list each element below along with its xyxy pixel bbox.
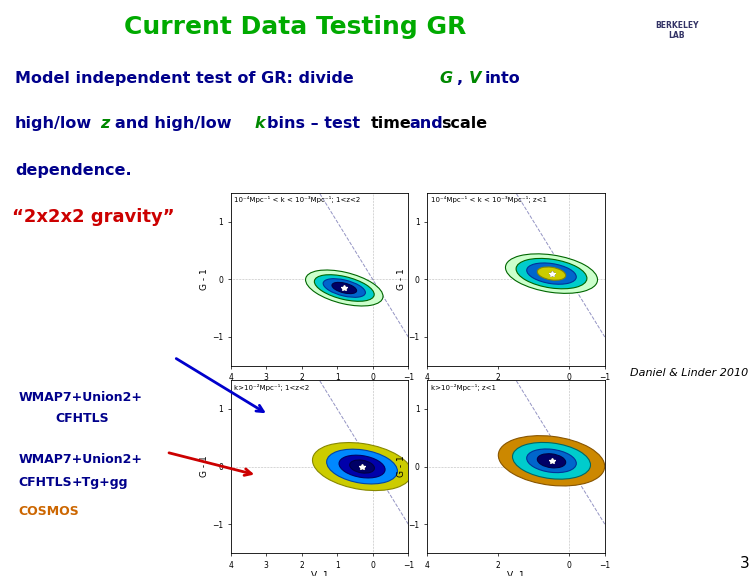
- Text: k: k: [254, 116, 265, 131]
- Ellipse shape: [323, 279, 365, 297]
- Text: +Tg+gg: +Tg+gg: [71, 476, 128, 488]
- Ellipse shape: [312, 442, 411, 491]
- Ellipse shape: [527, 449, 576, 473]
- Text: V: V: [469, 71, 482, 86]
- Text: WMAP7+Union2+: WMAP7+Union2+: [18, 453, 143, 466]
- X-axis label: V  1: V 1: [507, 384, 525, 393]
- Text: k>10⁻²Mpc⁻¹; z<1: k>10⁻²Mpc⁻¹; z<1: [431, 384, 496, 391]
- Text: dependence.: dependence.: [15, 162, 132, 177]
- Ellipse shape: [516, 259, 587, 289]
- Y-axis label: G - 1: G - 1: [397, 268, 406, 290]
- Text: 10⁻⁴Mpc⁻¹ < k < 10⁻³Mpc⁻¹; z<1: 10⁻⁴Mpc⁻¹ < k < 10⁻³Mpc⁻¹; z<1: [431, 196, 547, 203]
- Text: time: time: [370, 116, 411, 131]
- Y-axis label: G - 1: G - 1: [200, 456, 209, 478]
- Ellipse shape: [538, 267, 565, 280]
- Text: k>10⁻²Mpc⁻¹; 1<z<2: k>10⁻²Mpc⁻¹; 1<z<2: [234, 384, 309, 391]
- Text: G: G: [439, 71, 453, 86]
- Text: COSMOS: COSMOS: [18, 505, 79, 518]
- Text: Daniel & Linder 2010: Daniel & Linder 2010: [631, 368, 748, 378]
- Ellipse shape: [506, 254, 597, 293]
- Text: (a): (a): [312, 392, 327, 402]
- Ellipse shape: [327, 449, 398, 484]
- Ellipse shape: [527, 263, 576, 284]
- Y-axis label: G - 1: G - 1: [200, 268, 209, 290]
- Ellipse shape: [350, 460, 374, 473]
- Ellipse shape: [339, 455, 385, 478]
- Text: into: into: [485, 71, 520, 86]
- Text: WMAP7+Union2+: WMAP7+Union2+: [18, 391, 143, 404]
- Text: ,: ,: [456, 71, 462, 86]
- Ellipse shape: [513, 442, 590, 479]
- X-axis label: V  1: V 1: [311, 384, 328, 393]
- Text: 10⁻⁴Mpc⁻¹ < k < 10⁻³Mpc⁻¹; 1<z<2: 10⁻⁴Mpc⁻¹ < k < 10⁻³Mpc⁻¹; 1<z<2: [234, 196, 361, 203]
- Text: CFHTLS: CFHTLS: [18, 476, 72, 488]
- Text: Model independent test of GR: divide: Model independent test of GR: divide: [15, 71, 359, 86]
- Text: BERKELEY
LAB: BERKELEY LAB: [655, 21, 699, 40]
- Ellipse shape: [498, 435, 605, 486]
- Ellipse shape: [314, 275, 374, 301]
- Text: “2x2x2 gravity”: “2x2x2 gravity”: [12, 209, 175, 226]
- X-axis label: V  1: V 1: [507, 571, 525, 576]
- Ellipse shape: [305, 270, 383, 306]
- X-axis label: V  1: V 1: [311, 571, 328, 576]
- Text: Current Data Testing GR: Current Data Testing GR: [124, 15, 466, 39]
- Text: z: z: [101, 116, 110, 131]
- Text: 3: 3: [740, 555, 750, 571]
- Text: and high/low: and high/low: [115, 116, 231, 131]
- Text: CFHTLS: CFHTLS: [56, 412, 110, 425]
- Text: bins – test: bins – test: [268, 116, 361, 131]
- Ellipse shape: [332, 282, 357, 294]
- Text: and: and: [410, 116, 443, 131]
- Text: high/low: high/low: [15, 116, 92, 131]
- Text: scale: scale: [442, 116, 488, 131]
- Ellipse shape: [538, 454, 565, 468]
- Y-axis label: G - 1: G - 1: [397, 456, 406, 478]
